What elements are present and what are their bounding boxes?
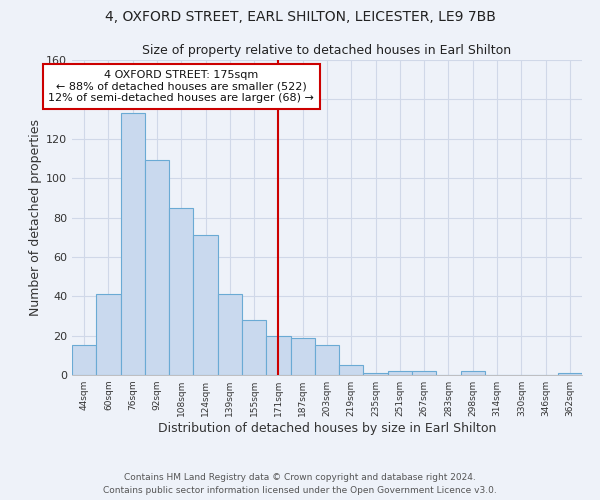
Bar	[315, 346, 339, 375]
X-axis label: Distribution of detached houses by size in Earl Shilton: Distribution of detached houses by size …	[158, 422, 496, 435]
Text: Contains HM Land Registry data © Crown copyright and database right 2024.
Contai: Contains HM Land Registry data © Crown c…	[103, 474, 497, 495]
Bar	[266, 336, 290, 375]
Bar	[96, 294, 121, 375]
Bar	[169, 208, 193, 375]
Bar	[72, 346, 96, 375]
Bar	[339, 365, 364, 375]
Bar	[388, 371, 412, 375]
Text: 4, OXFORD STREET, EARL SHILTON, LEICESTER, LE9 7BB: 4, OXFORD STREET, EARL SHILTON, LEICESTE…	[104, 10, 496, 24]
Bar	[218, 294, 242, 375]
Bar	[121, 113, 145, 375]
Bar	[461, 371, 485, 375]
Bar	[558, 373, 582, 375]
Title: Size of property relative to detached houses in Earl Shilton: Size of property relative to detached ho…	[142, 44, 512, 58]
Bar	[290, 338, 315, 375]
Bar	[242, 320, 266, 375]
Bar	[145, 160, 169, 375]
Bar	[193, 235, 218, 375]
Bar	[364, 373, 388, 375]
Y-axis label: Number of detached properties: Number of detached properties	[29, 119, 42, 316]
Text: 4 OXFORD STREET: 175sqm
← 88% of detached houses are smaller (522)
12% of semi-d: 4 OXFORD STREET: 175sqm ← 88% of detache…	[49, 70, 314, 103]
Bar	[412, 371, 436, 375]
